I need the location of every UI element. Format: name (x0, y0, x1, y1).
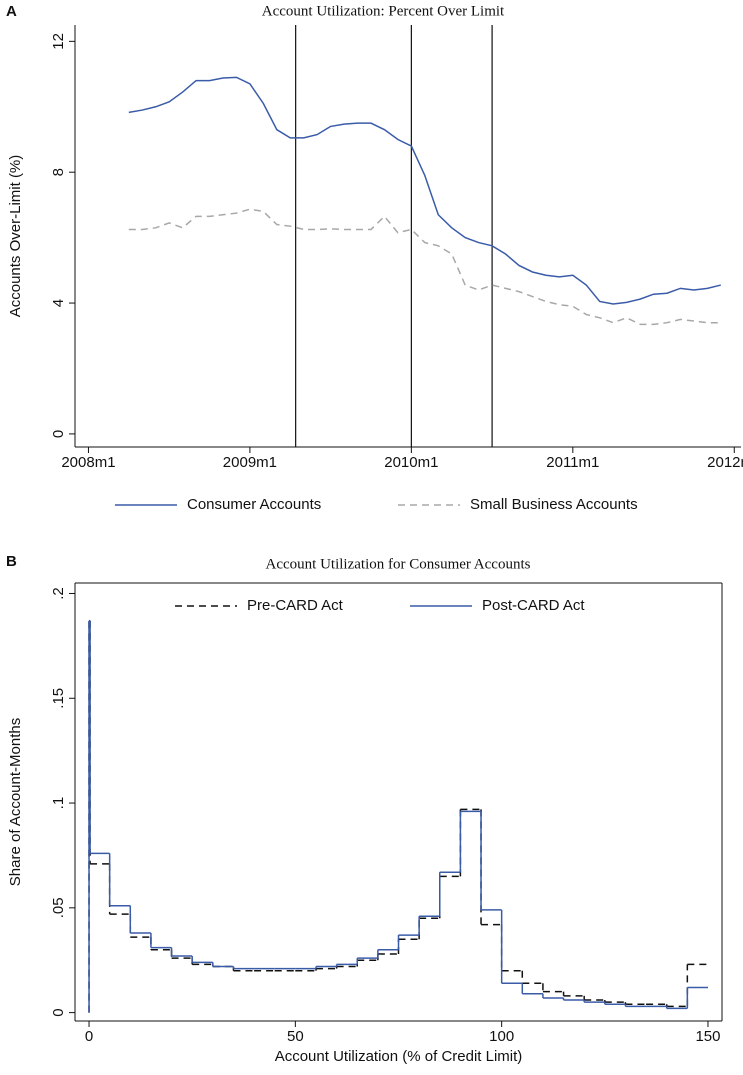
legend-label: Pre-CARD Act (247, 597, 344, 614)
x-tick-label: 2010m1 (384, 454, 438, 471)
x-tick-label: 0 (85, 1028, 93, 1045)
series-line (128, 76, 721, 305)
y-axis-title: Share of Account-Months (7, 718, 24, 886)
panel-label: A (6, 3, 17, 20)
y-tick-label: .05 (50, 897, 67, 918)
x-axis-title: Account Utilization (% of Credit Limit) (275, 1048, 523, 1065)
legend-label: Consumer Accounts (187, 496, 321, 513)
y-tick-label: 12 (50, 33, 67, 50)
y-tick-label: .2 (50, 587, 67, 600)
legend-label: Post-CARD Act (482, 597, 585, 614)
y-tick-label: 4 (50, 299, 67, 307)
y-tick-label: 0 (50, 430, 67, 438)
y-tick-label: .1 (50, 797, 67, 810)
y-tick-label: 8 (50, 168, 67, 176)
chart-title: Account Utilization: Percent Over Limit (262, 3, 505, 19)
x-tick-label: 2011m1 (546, 454, 599, 471)
legend-label: Small Business Accounts (470, 496, 638, 513)
x-tick-label: 2012m1 (707, 454, 743, 471)
y-tick-label: 0 (50, 1008, 67, 1016)
y-tick-label: .15 (50, 688, 67, 709)
x-tick-label: 2009m1 (223, 454, 277, 471)
y-axis-title: Accounts Over-Limit (%) (7, 155, 24, 318)
x-tick-label: 2008m1 (61, 454, 115, 471)
chart-title: Account Utilization for Consumer Account… (266, 556, 531, 572)
x-tick-label: 150 (695, 1028, 720, 1045)
panel-label: B (6, 553, 17, 570)
x-tick-label: 50 (287, 1028, 304, 1045)
x-tick-label: 100 (489, 1028, 514, 1045)
series-line (128, 208, 721, 326)
